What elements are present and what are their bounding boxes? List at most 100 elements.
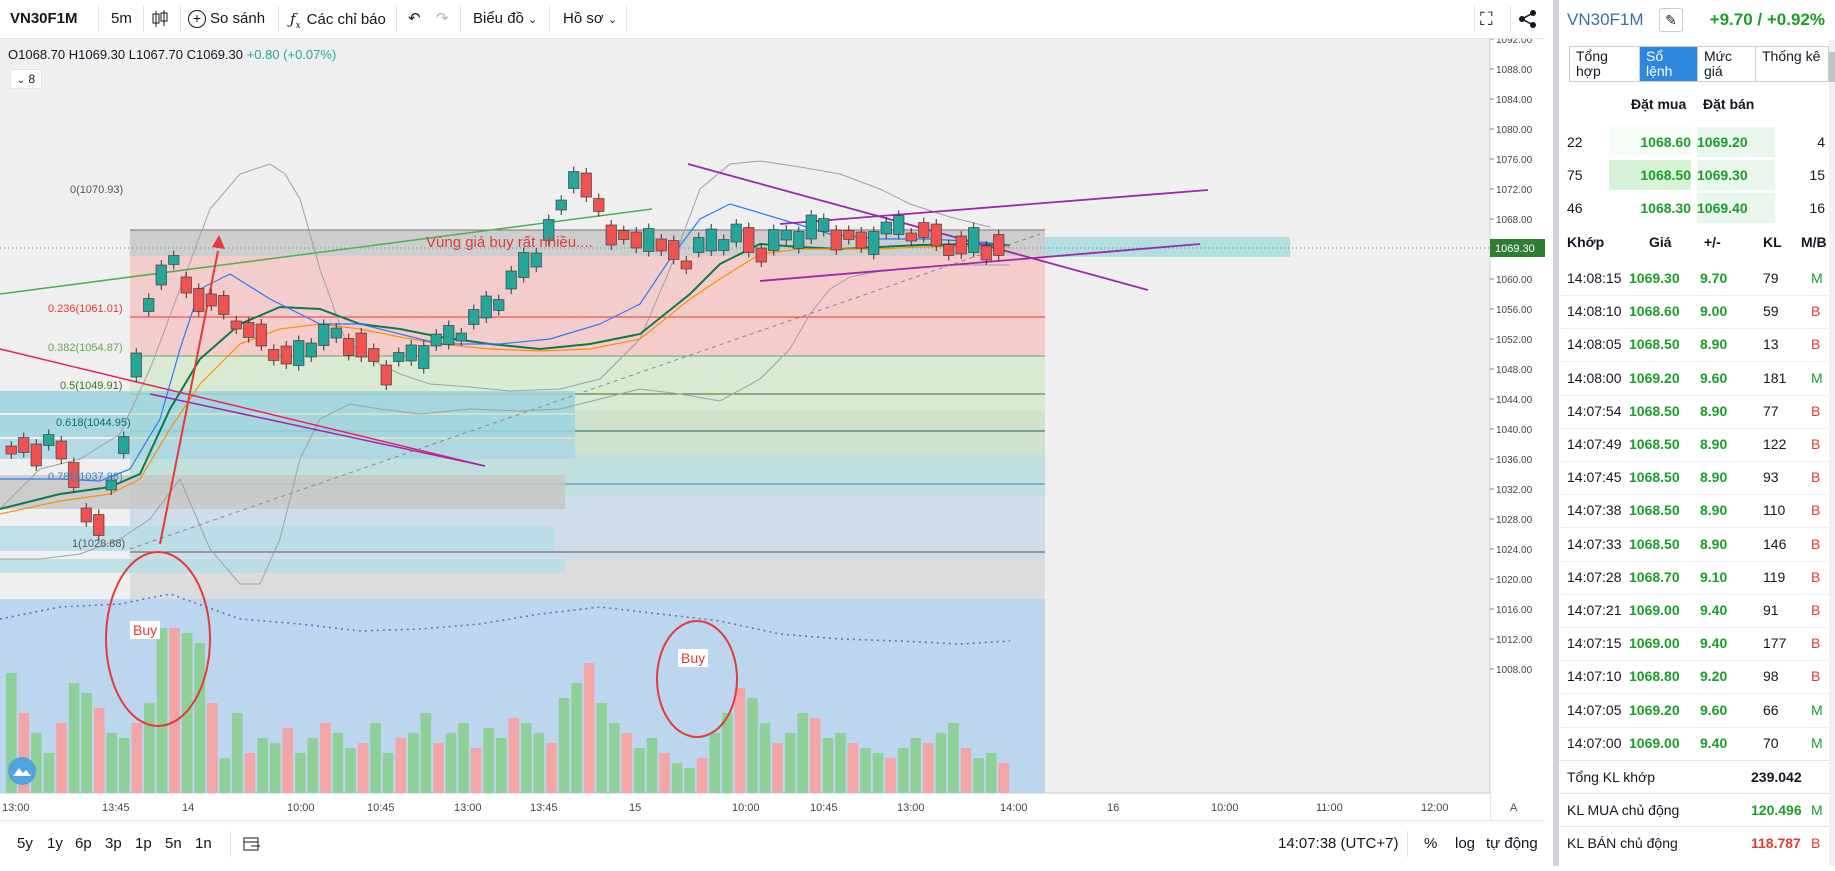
summary-side: B bbox=[1811, 835, 1821, 851]
bid-volume: 75 bbox=[1567, 167, 1583, 183]
range-button-5y[interactable]: 5y bbox=[17, 835, 33, 852]
volume-bar bbox=[445, 733, 457, 793]
tab-statistics[interactable]: Thống kê bbox=[1762, 48, 1821, 64]
trade-volume: 122 bbox=[1763, 436, 1787, 452]
interval-button[interactable]: 5m bbox=[111, 10, 132, 27]
log-toggle[interactable]: log bbox=[1455, 835, 1476, 852]
range-button-1p[interactable]: 1p bbox=[135, 835, 152, 852]
profile-menu[interactable]: Hồ sơ ⌄ bbox=[563, 0, 617, 38]
fib-zone-0 bbox=[130, 230, 1045, 256]
panel-scroll-thumb[interactable] bbox=[1829, 52, 1835, 82]
trade-price: 1069.00 bbox=[1629, 602, 1680, 618]
trendline-purple-down[interactable] bbox=[687, 163, 1149, 291]
volume-profile-bar bbox=[0, 391, 575, 413]
panel-symbol[interactable]: VN30F1M bbox=[1567, 10, 1644, 29]
chart-area[interactable]: 1092.00 1088.00 1084.00 1080.00 1076.00 1072.… bbox=[0, 39, 1545, 820]
candle bbox=[830, 229, 842, 251]
symbol-search-button[interactable]: VN30F1M bbox=[10, 10, 78, 27]
fib-label-618: 0.618(1044.95) bbox=[56, 417, 131, 429]
auto-toggle[interactable]: tự động bbox=[1486, 835, 1538, 852]
trade-side: B bbox=[1811, 535, 1821, 552]
tab-price-levels[interactable]: Mức giá bbox=[1698, 47, 1756, 81]
range-button-6p[interactable]: 6p bbox=[75, 835, 92, 852]
time-tick-label: 16 bbox=[1107, 802, 1119, 814]
candle bbox=[605, 224, 617, 246]
zone-annotation[interactable]: Vùng giá buy rất nhiều.... bbox=[426, 234, 593, 251]
range-button-1n[interactable]: 1n bbox=[195, 835, 212, 852]
trade-row: 14:07:33 1068.50 8.90 146 B bbox=[1559, 528, 1829, 562]
trade-row: 14:07:00 1069.00 9.40 70 M bbox=[1559, 727, 1829, 761]
price-tick-label: 1016.00 bbox=[1496, 605, 1533, 616]
volume-bar bbox=[144, 703, 155, 793]
summary-side: M bbox=[1811, 802, 1823, 818]
range-button-5n[interactable]: 5n bbox=[165, 835, 182, 852]
bid-price[interactable]: 1068.50 bbox=[1609, 160, 1691, 190]
compare-button[interactable]: + So sánh bbox=[188, 0, 265, 38]
trendline-purple-up[interactable] bbox=[779, 189, 1209, 225]
candle bbox=[5, 445, 17, 455]
share-icon[interactable] bbox=[1518, 0, 1538, 38]
trade-price: 1069.00 bbox=[1629, 635, 1680, 652]
range-button-3p[interactable]: 3p bbox=[105, 835, 122, 852]
legend-collapse-button[interactable]: ⌄ 8 bbox=[10, 69, 42, 89]
volume-bar bbox=[232, 713, 243, 793]
volume-bar bbox=[696, 758, 708, 793]
ask-price[interactable]: 1069.20 bbox=[1697, 127, 1775, 157]
volume-bar bbox=[106, 733, 118, 793]
candle-style-button[interactable] bbox=[151, 0, 171, 38]
volume-bar bbox=[860, 748, 871, 793]
price-tick-label: 1008.00 bbox=[1496, 665, 1533, 676]
volume-profile-bar bbox=[0, 415, 575, 437]
tab-overview[interactable]: Tổng hợp bbox=[1570, 47, 1640, 81]
candle bbox=[718, 239, 730, 251]
candle bbox=[230, 320, 242, 330]
trendline-red[interactable] bbox=[0, 348, 486, 467]
price-tick-label: 1056.00 bbox=[1496, 305, 1533, 316]
panel-scrollbar[interactable] bbox=[1829, 40, 1835, 866]
bid-price[interactable]: 1068.30 bbox=[1609, 193, 1691, 223]
trendline-purple-low[interactable] bbox=[149, 393, 486, 467]
candle bbox=[368, 348, 380, 362]
buy-ellipse-1 bbox=[105, 551, 211, 727]
dashed-trendline[interactable] bbox=[129, 233, 1041, 550]
fullscreen-icon[interactable]: ⛶ bbox=[1480, 9, 1493, 29]
trade-row: 14:08:10 1068.60 9.00 59 B bbox=[1559, 295, 1829, 330]
chart-type-menu[interactable]: Biểu đồ ⌄ bbox=[473, 0, 537, 38]
volume-bar bbox=[948, 723, 959, 793]
range-button-1y[interactable]: 1y bbox=[47, 835, 63, 852]
trendline-purple-channel[interactable] bbox=[759, 243, 1201, 282]
summary-row: Tổng KL khớp 239.042 bbox=[1559, 760, 1829, 794]
trade-volume: 181 bbox=[1763, 369, 1787, 386]
arrow-head bbox=[212, 235, 225, 249]
percent-toggle[interactable]: % bbox=[1424, 835, 1438, 852]
undo-icon[interactable]: ↶ bbox=[408, 10, 421, 27]
auto-scale-label[interactable]: A bbox=[1510, 802, 1518, 814]
candle bbox=[843, 230, 855, 240]
bid-price[interactable]: 1068.60 bbox=[1609, 127, 1691, 157]
volume-bar bbox=[332, 733, 344, 793]
tab-orderbook[interactable]: Sổ lệnh bbox=[1640, 47, 1698, 81]
brand-logo-icon[interactable] bbox=[8, 757, 36, 785]
indicators-button[interactable]: ƒx Các chỉ báo bbox=[290, 0, 386, 38]
candle bbox=[730, 223, 742, 243]
divider bbox=[98, 6, 99, 32]
time-tick-label: 10:00 bbox=[287, 802, 315, 814]
fib-label-786: 0.786(1037.88) bbox=[48, 471, 123, 483]
trade-change: 9.60 bbox=[1700, 369, 1728, 386]
date-range-icon[interactable] bbox=[243, 821, 261, 867]
candle bbox=[355, 332, 367, 358]
clock-time[interactable]: 14:07:38 (UTC+7) bbox=[1278, 835, 1399, 852]
price-ticks: 1092.00 1088.00 1084.00 1080.00 1076.00 1072.… bbox=[1490, 39, 1533, 676]
edit-symbol-button[interactable]: ✎ bbox=[1659, 8, 1683, 32]
candle bbox=[30, 443, 42, 467]
summary-row: KL MUA chủ động 120.496 M bbox=[1559, 793, 1829, 827]
buy-label-1[interactable]: Buy bbox=[130, 621, 161, 639]
candle bbox=[43, 434, 55, 446]
price-chart[interactable]: 1092.00 1088.00 1084.00 1080.00 1076.00 1072.… bbox=[0, 39, 1545, 820]
ask-price[interactable]: 1069.30 bbox=[1697, 160, 1775, 190]
ask-price[interactable]: 1069.40 bbox=[1697, 193, 1775, 223]
trade-time: 14:07:15 bbox=[1567, 635, 1622, 652]
buy-label-2[interactable]: Buy bbox=[678, 649, 709, 667]
chart-type-label: Biểu đồ bbox=[473, 10, 524, 27]
redo-icon[interactable]: ↷ bbox=[436, 10, 449, 27]
